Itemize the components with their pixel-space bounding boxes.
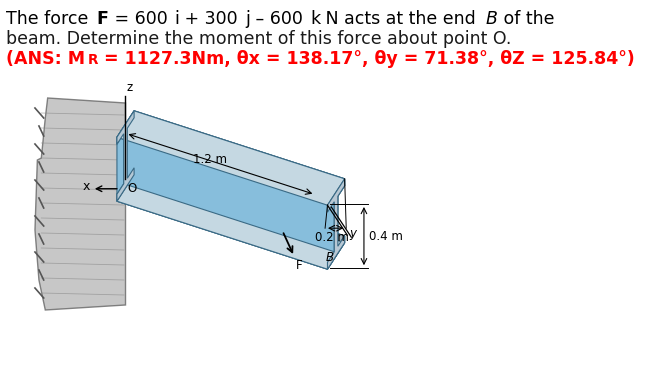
Polygon shape <box>117 118 344 212</box>
Text: 1.2 m: 1.2 m <box>193 153 227 166</box>
Text: k: k <box>310 10 320 28</box>
Polygon shape <box>117 111 134 201</box>
Text: 0.4 m: 0.4 m <box>369 230 402 243</box>
Text: F: F <box>296 258 303 272</box>
Text: (ANS: M: (ANS: M <box>6 50 86 68</box>
Text: N acts at the end: N acts at the end <box>321 10 482 28</box>
Text: B: B <box>325 251 333 265</box>
Text: O: O <box>128 182 137 195</box>
Polygon shape <box>117 175 344 269</box>
Polygon shape <box>134 168 344 243</box>
Polygon shape <box>124 134 334 252</box>
Text: B: B <box>486 10 497 28</box>
Text: + 300: + 300 <box>179 10 244 28</box>
Text: z: z <box>127 81 133 94</box>
Polygon shape <box>124 134 334 252</box>
Text: The force: The force <box>6 10 94 28</box>
Polygon shape <box>127 128 338 246</box>
Polygon shape <box>328 179 344 269</box>
Text: F: F <box>97 10 108 28</box>
Text: = 600: = 600 <box>108 10 173 28</box>
Text: y: y <box>350 227 357 240</box>
Polygon shape <box>117 111 344 205</box>
Text: = 1127.3Nm, θx = 138.17°, θy = 71.38°, θZ = 125.84°): = 1127.3Nm, θx = 138.17°, θy = 71.38°, θ… <box>98 50 635 68</box>
Text: beam. Determine the moment of this force about point O.: beam. Determine the moment of this force… <box>6 30 511 48</box>
Text: – 600: – 600 <box>250 10 308 28</box>
Text: of the: of the <box>498 10 555 28</box>
Polygon shape <box>117 175 344 269</box>
Text: R: R <box>88 53 98 67</box>
Text: j: j <box>245 10 250 28</box>
Polygon shape <box>117 168 344 262</box>
Text: i: i <box>175 10 179 28</box>
Polygon shape <box>117 111 344 205</box>
Polygon shape <box>328 179 344 269</box>
Polygon shape <box>35 98 126 310</box>
Polygon shape <box>134 111 344 186</box>
Text: 0.2 m: 0.2 m <box>315 231 349 244</box>
Polygon shape <box>117 111 134 201</box>
Polygon shape <box>117 137 328 269</box>
Text: x: x <box>83 180 90 193</box>
